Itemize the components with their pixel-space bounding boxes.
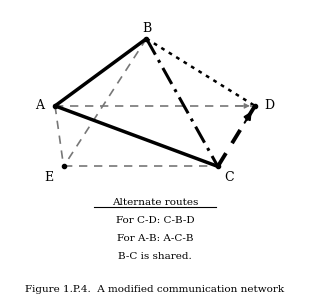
Text: Figure 1.P.4.  A modified communication network: Figure 1.P.4. A modified communication n… <box>25 285 285 294</box>
Text: For A-B: A-C-B: For A-B: A-C-B <box>117 234 193 243</box>
Text: A: A <box>35 99 44 112</box>
Text: For C-D: C-B-D: For C-D: C-B-D <box>116 216 194 225</box>
Text: E: E <box>45 171 54 184</box>
Text: D: D <box>264 99 274 112</box>
Text: C: C <box>224 171 234 184</box>
Text: B-C is shared.: B-C is shared. <box>118 252 192 261</box>
Text: Alternate routes: Alternate routes <box>112 198 198 207</box>
Text: B: B <box>142 22 151 35</box>
